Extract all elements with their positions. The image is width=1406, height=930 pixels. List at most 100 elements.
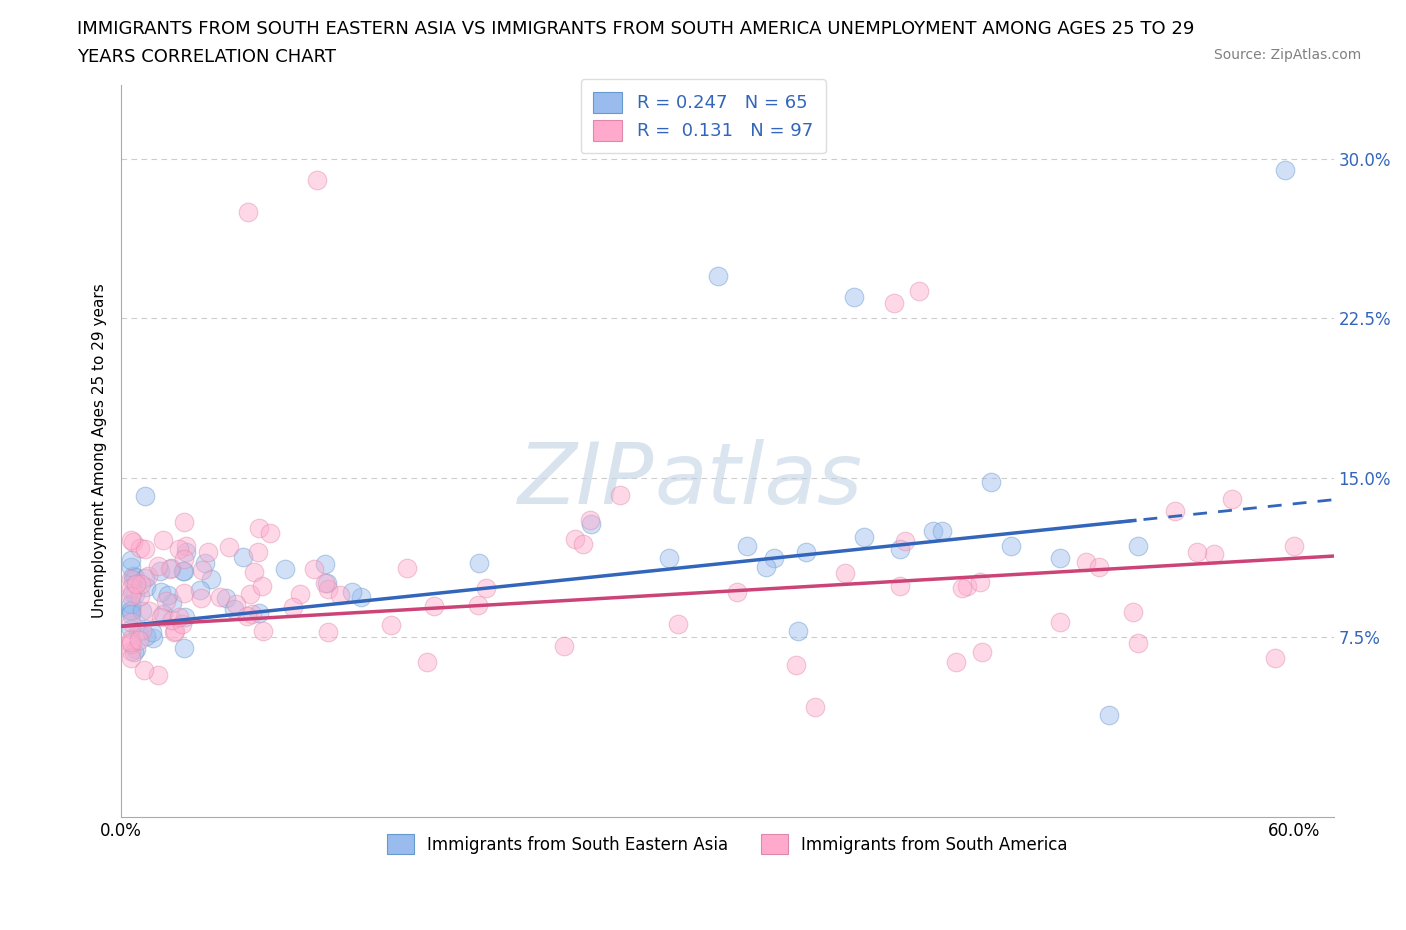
Point xyxy=(173,514,195,529)
Point xyxy=(1284,538,1306,553)
Point xyxy=(564,531,586,546)
Point xyxy=(149,584,172,599)
Point xyxy=(128,589,150,604)
Point xyxy=(131,623,153,638)
Point xyxy=(725,584,748,599)
Point xyxy=(931,524,953,538)
Point xyxy=(152,533,174,548)
Point xyxy=(1088,559,1111,574)
Point xyxy=(1000,538,1022,553)
Point xyxy=(121,586,143,601)
Point xyxy=(468,555,491,570)
Point xyxy=(755,559,778,574)
Point xyxy=(1220,491,1243,506)
Point xyxy=(1098,708,1121,723)
Point xyxy=(127,625,149,640)
Point xyxy=(190,591,212,605)
Point xyxy=(1126,538,1149,553)
Point xyxy=(128,632,150,647)
Point xyxy=(314,556,336,571)
Point xyxy=(668,617,690,631)
Point xyxy=(238,205,260,219)
Point xyxy=(173,551,195,566)
Point xyxy=(553,639,575,654)
Point xyxy=(1074,554,1097,569)
Text: ZIP: ZIP xyxy=(519,439,655,522)
Point xyxy=(246,545,269,560)
Point xyxy=(131,604,153,618)
Point xyxy=(416,654,439,669)
Point xyxy=(120,560,142,575)
Point xyxy=(120,572,142,587)
Point xyxy=(350,590,373,604)
Point xyxy=(329,588,352,603)
Point xyxy=(120,606,142,621)
Point xyxy=(242,565,264,579)
Point xyxy=(785,658,807,672)
Point xyxy=(950,580,973,595)
Point xyxy=(250,578,273,593)
Point xyxy=(423,599,446,614)
Point xyxy=(208,590,231,604)
Point xyxy=(156,588,179,603)
Point xyxy=(794,544,817,559)
Point xyxy=(163,623,186,638)
Point xyxy=(467,598,489,613)
Text: IMMIGRANTS FROM SOUTH EASTERN ASIA VS IMMIGRANTS FROM SOUTH AMERICA UNEMPLOYMENT: IMMIGRANTS FROM SOUTH EASTERN ASIA VS IM… xyxy=(77,20,1195,38)
Point xyxy=(155,594,177,609)
Point xyxy=(290,587,312,602)
Point xyxy=(120,603,142,618)
Point xyxy=(281,600,304,615)
Point xyxy=(274,562,297,577)
Point xyxy=(148,668,170,683)
Point xyxy=(969,575,991,590)
Point xyxy=(247,605,270,620)
Point xyxy=(191,563,214,578)
Point xyxy=(395,561,418,576)
Point xyxy=(188,582,211,597)
Point xyxy=(316,581,339,596)
Point xyxy=(152,606,174,621)
Point xyxy=(173,640,195,655)
Point xyxy=(1274,162,1296,177)
Point xyxy=(176,538,198,553)
Point xyxy=(132,662,155,677)
Point xyxy=(194,555,217,570)
Point xyxy=(120,580,142,595)
Point xyxy=(658,551,681,565)
Point xyxy=(162,625,184,640)
Point xyxy=(120,614,142,629)
Point xyxy=(883,296,905,311)
Point xyxy=(609,487,631,502)
Point xyxy=(316,576,339,591)
Point xyxy=(242,606,264,621)
Point xyxy=(236,608,259,623)
Point xyxy=(120,644,142,658)
Point xyxy=(834,565,856,580)
Point xyxy=(225,597,247,612)
Point xyxy=(706,269,728,284)
Point xyxy=(197,544,219,559)
Point xyxy=(889,541,911,556)
Point xyxy=(135,579,157,594)
Point xyxy=(159,562,181,577)
Point xyxy=(148,558,170,573)
Point xyxy=(172,564,194,578)
Point xyxy=(173,586,195,601)
Point xyxy=(120,604,142,618)
Point xyxy=(172,617,194,631)
Point xyxy=(340,584,363,599)
Point xyxy=(160,595,183,610)
Point xyxy=(120,632,142,647)
Point xyxy=(135,629,157,644)
Point xyxy=(970,644,993,659)
Point xyxy=(134,570,156,585)
Point xyxy=(735,538,758,553)
Point xyxy=(239,587,262,602)
Point xyxy=(259,526,281,541)
Point xyxy=(173,564,195,578)
Y-axis label: Unemployment Among Ages 25 to 29 years: Unemployment Among Ages 25 to 29 years xyxy=(93,284,107,618)
Point xyxy=(894,534,917,549)
Point xyxy=(1122,604,1144,619)
Point xyxy=(120,634,142,649)
